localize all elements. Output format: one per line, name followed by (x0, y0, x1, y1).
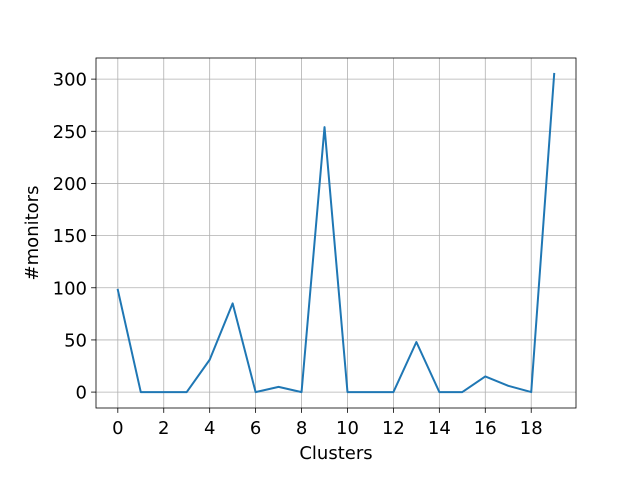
y-tick-label: 250 (53, 122, 87, 143)
series-line (116, 72, 556, 394)
y-tick-label: 300 (53, 70, 87, 91)
x-tick-label: 18 (520, 418, 543, 439)
x-tick-label: 14 (428, 418, 451, 439)
x-tick-label: 2 (158, 418, 169, 439)
x-tick-label: 4 (204, 418, 215, 439)
grid (96, 58, 576, 408)
x-tick-label: 8 (296, 418, 307, 439)
x-axis-label: Clusters (299, 443, 372, 464)
y-axis-label: #monitors (22, 186, 43, 281)
x-tick-label: 0 (112, 418, 123, 439)
y-tick-label: 200 (53, 174, 87, 195)
y-tick-label: 100 (53, 278, 87, 299)
x-tick-label: 10 (336, 418, 359, 439)
x-tick-label: 12 (382, 418, 405, 439)
series-layer (116, 72, 556, 394)
x-tick-label: 16 (474, 418, 497, 439)
plot-frame (95, 57, 577, 409)
y-tick-label: 0 (76, 383, 87, 404)
y-tick-label: 150 (53, 226, 87, 247)
y-tick-label: 50 (64, 330, 87, 351)
x-tick-label: 6 (250, 418, 261, 439)
ticks: 0 2 4 6 8 10 12 14 16 18 0 50 100 150 200 250 300 (53, 70, 543, 439)
